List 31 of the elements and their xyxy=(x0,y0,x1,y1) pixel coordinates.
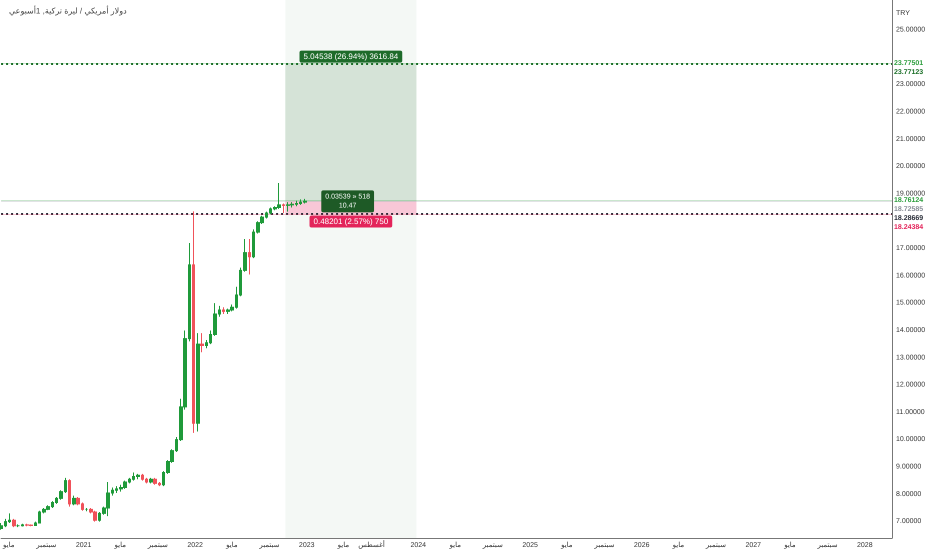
candlestick xyxy=(46,504,50,511)
candlestick xyxy=(282,202,285,214)
candlestick xyxy=(149,477,153,484)
candlestick xyxy=(200,332,204,353)
candlestick xyxy=(222,306,225,315)
candlestick xyxy=(29,524,33,527)
text: دولار أمريكي / ليرة تركية, 1أسبوعي xyxy=(9,6,128,16)
candlestick xyxy=(12,518,16,528)
candlestick xyxy=(192,210,195,434)
candlestick xyxy=(123,480,127,490)
candlestick xyxy=(8,512,11,524)
candlestick xyxy=(136,473,140,480)
candlestick xyxy=(277,182,281,210)
candlestick xyxy=(196,332,200,432)
candlestick xyxy=(68,478,71,508)
candlestick xyxy=(0,522,3,530)
candlestick xyxy=(141,473,144,482)
candlestick xyxy=(93,510,97,522)
candlestick xyxy=(286,202,290,212)
candlestick xyxy=(106,482,110,517)
candlestick xyxy=(25,523,29,527)
candlestick xyxy=(145,477,148,484)
candlestick xyxy=(303,198,307,204)
candlestick xyxy=(226,308,230,315)
candlestick xyxy=(248,238,251,275)
candlestick xyxy=(119,484,123,492)
candlestick xyxy=(290,202,294,208)
candlestick xyxy=(153,477,157,486)
band-label: 5.04538 (26.94%) 3616.84 xyxy=(304,52,399,62)
candlestick xyxy=(72,495,76,506)
band-label: 0.48201 (2.57%) 750 xyxy=(314,217,389,226)
